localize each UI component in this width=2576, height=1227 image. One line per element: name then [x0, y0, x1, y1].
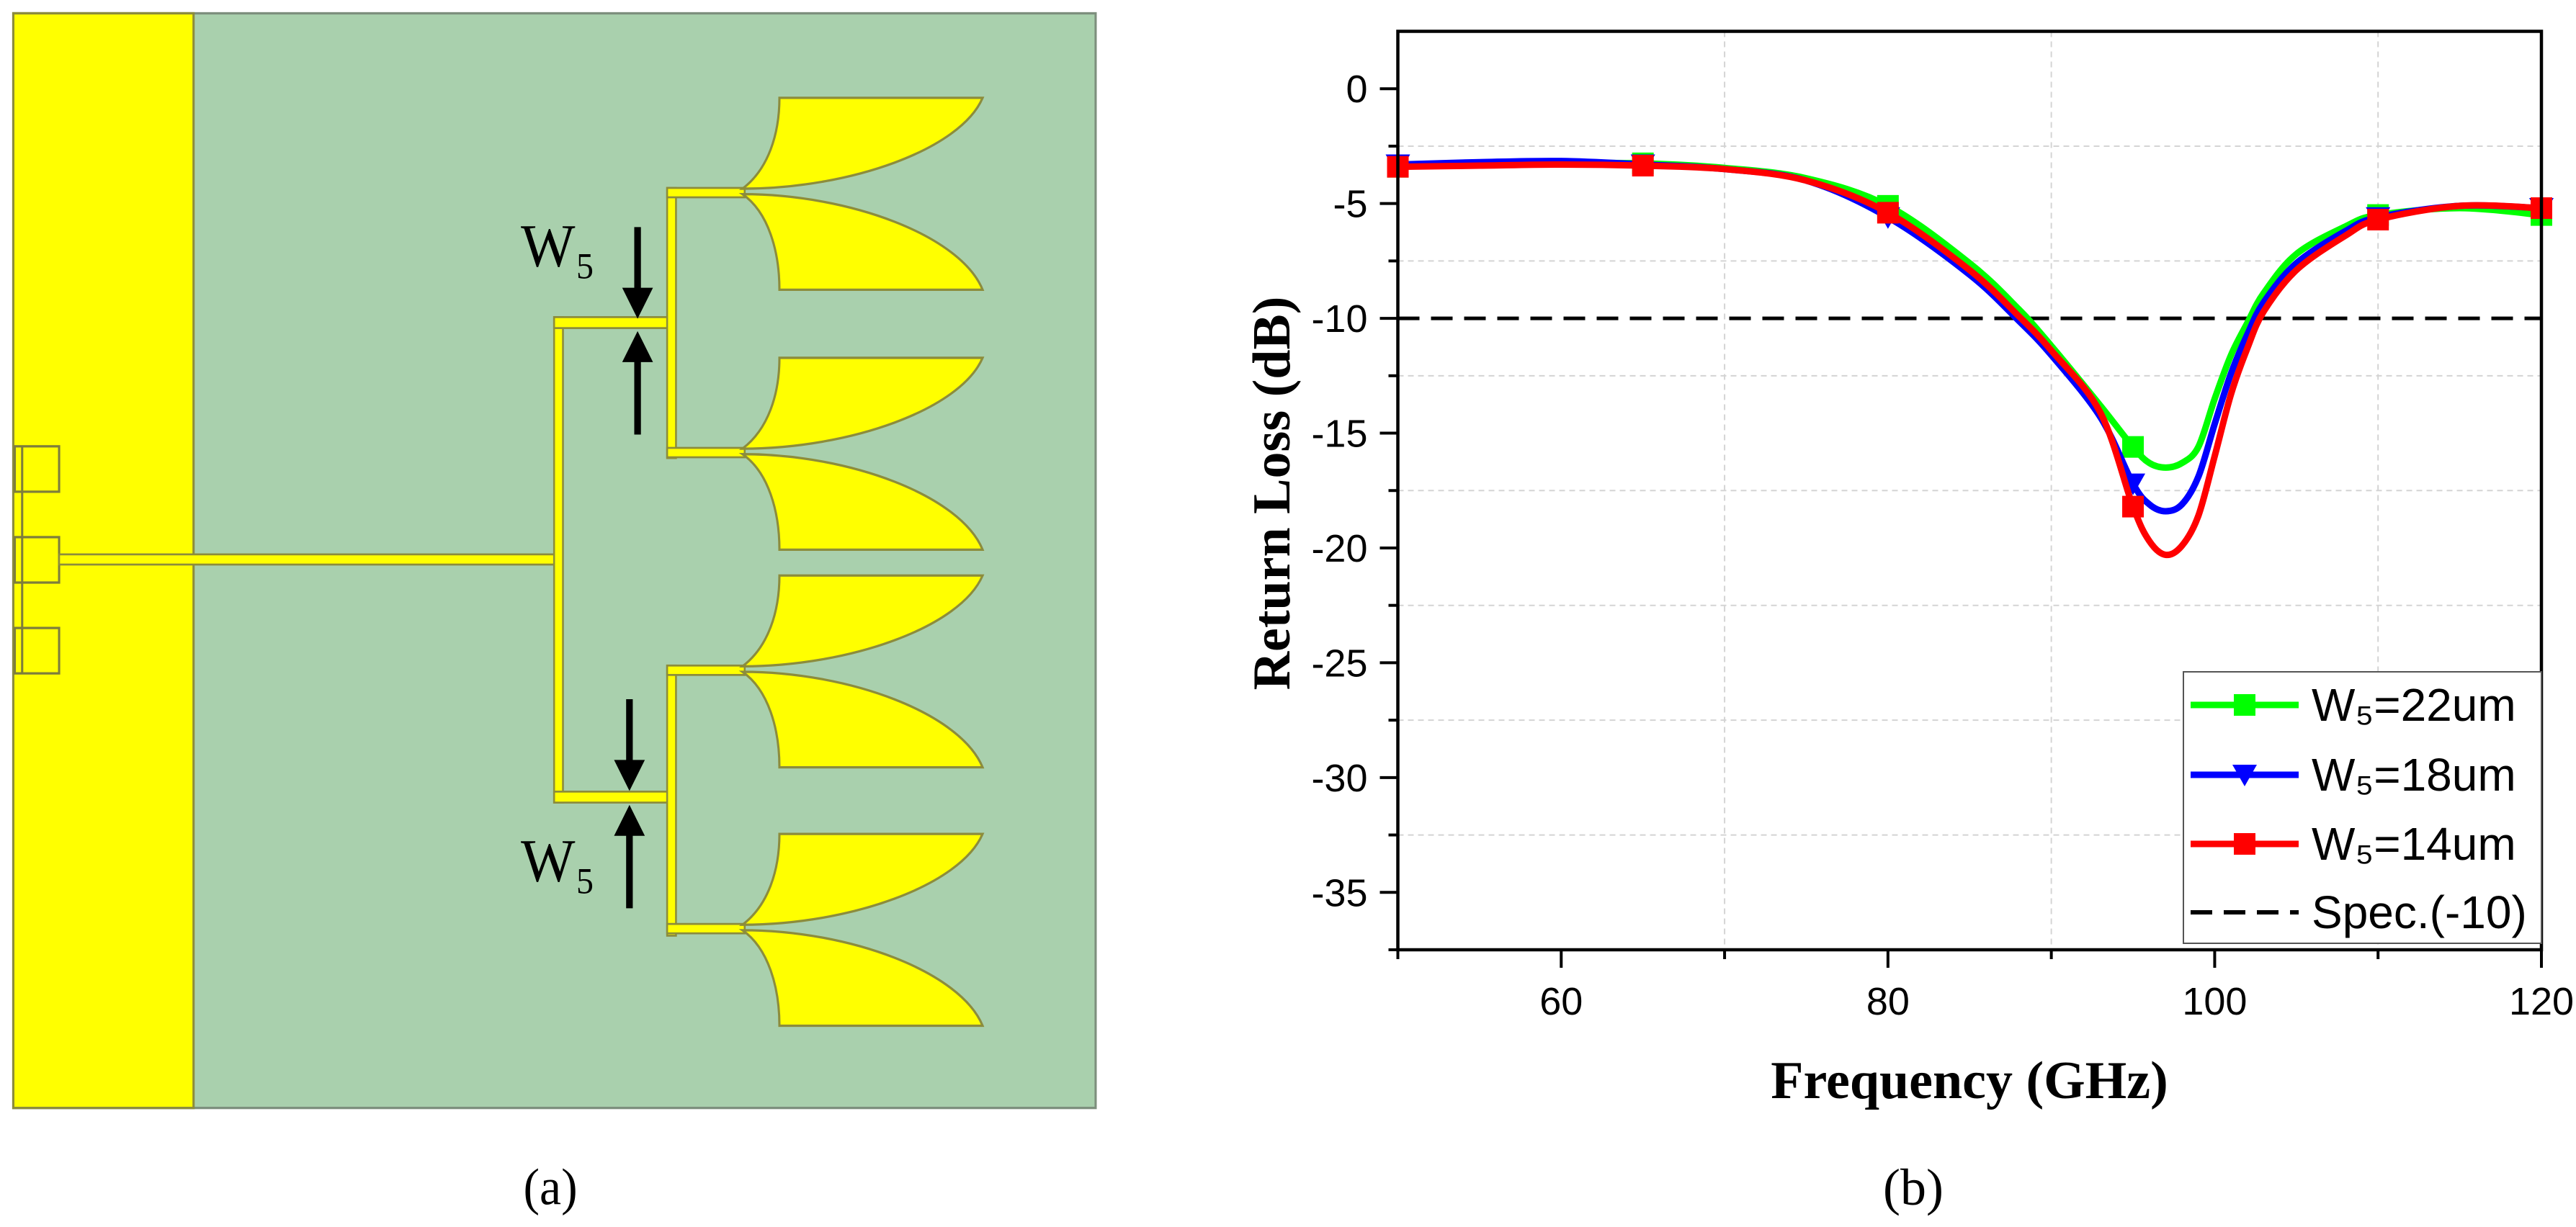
antenna-layout-diagram: W₅ W₅ (a)	[12, 12, 1097, 1216]
legend-label: Spec.(-10)	[2312, 886, 2527, 938]
x-tick-label: 80	[1866, 980, 1910, 1023]
panel-a-caption: (a)	[524, 1159, 578, 1216]
legend: W₅=22um W₅=18um W₅=14um Spec.(-10)	[2183, 671, 2542, 944]
legend-label: W₅=14um	[2312, 818, 2516, 870]
flare-wing-lower	[738, 929, 985, 1028]
w5-label-lower: W₅	[521, 827, 595, 894]
data-point-marker	[2366, 207, 2391, 229]
arrow-down-icon	[614, 699, 645, 791]
y-tick-label: 0	[1346, 68, 1367, 111]
legend-item: Spec.(-10)	[2191, 886, 2527, 938]
w5-label-upper: W₅	[521, 212, 595, 280]
flare-wing-upper	[738, 96, 985, 190]
data-point-marker	[2367, 208, 2389, 230]
legend-marker	[2232, 765, 2257, 786]
feed-network	[58, 186, 746, 937]
dimension-arrows	[614, 227, 653, 909]
data-point-marker	[2529, 198, 2554, 220]
vivaldi-elements	[738, 96, 985, 1028]
arrow-up-icon	[622, 331, 653, 435]
tick-labels: 60 80 100 120 0 -5 -10 -15 -20 -25 -30 -35	[1311, 68, 2574, 1023]
series-1	[1385, 154, 2554, 515]
data-point-marker	[1385, 154, 1410, 176]
y-tick-label: -35	[1311, 871, 1367, 914]
x-tick-label: 120	[2509, 980, 2574, 1023]
flare-wing-lower	[738, 193, 985, 291]
flare-wing-upper	[738, 832, 985, 926]
data-point-marker	[2122, 495, 2145, 518]
arrow-up-icon	[614, 804, 645, 909]
y-tick-label: -20	[1311, 527, 1367, 570]
data-point-marker	[1877, 202, 1899, 224]
data-point-marker	[2367, 204, 2389, 226]
series-line	[1397, 158, 2542, 515]
legend-marker	[2234, 694, 2255, 716]
data-point-marker	[1630, 154, 1655, 176]
legend-item: W₅=14um	[2191, 818, 2516, 870]
y-tick-label: -25	[1311, 642, 1367, 685]
y-tick-label: -30	[1311, 757, 1367, 800]
y-tick-label: -10	[1311, 297, 1367, 341]
series-line	[1397, 159, 2542, 471]
data-point-marker	[1632, 155, 1654, 177]
plot-frame	[1396, 30, 2544, 952]
grid	[1397, 31, 2541, 950]
data-point-marker	[2531, 197, 2552, 220]
legend-marker	[2234, 833, 2255, 855]
legend-label: W₅=22um	[2312, 679, 2516, 731]
x-axis-title: Frequency (GHz)	[1771, 1051, 2168, 1110]
series-layer	[1385, 152, 2554, 559]
panel-b-caption: (b)	[1883, 1159, 1944, 1216]
legend-label: W₅=18um	[2312, 749, 2516, 801]
data-point-marker	[2122, 436, 2145, 458]
data-point-marker	[1387, 156, 1409, 178]
flare-wing-upper	[738, 356, 985, 450]
data-point-marker	[1877, 194, 1899, 217]
series-0	[1387, 152, 2552, 471]
axes	[1379, 30, 2544, 968]
x-tick-label: 60	[1539, 980, 1583, 1023]
y-tick-label: -15	[1311, 413, 1367, 456]
flare-wing-upper	[738, 574, 985, 668]
data-point-marker	[1875, 207, 1900, 229]
legend-box	[2183, 671, 2542, 944]
series-2	[1387, 155, 2552, 559]
connector-pads	[13, 445, 61, 675]
data-point-marker	[2121, 473, 2146, 495]
data-point-marker	[2531, 204, 2552, 226]
legend-item: W₅=18um	[2191, 749, 2516, 801]
legend-item: W₅=22um	[2191, 679, 2516, 731]
arrow-down-icon	[622, 227, 653, 319]
data-point-marker	[1632, 152, 1654, 174]
flare-wing-lower	[738, 670, 985, 769]
y-axis-title: Return Loss (dB)	[1243, 297, 1302, 691]
data-point-marker	[1387, 156, 1409, 178]
x-tick-label: 100	[2182, 980, 2247, 1023]
series-line	[1397, 161, 2542, 559]
flare-wing-lower	[738, 453, 985, 551]
y-tick-label: -5	[1333, 183, 1367, 226]
